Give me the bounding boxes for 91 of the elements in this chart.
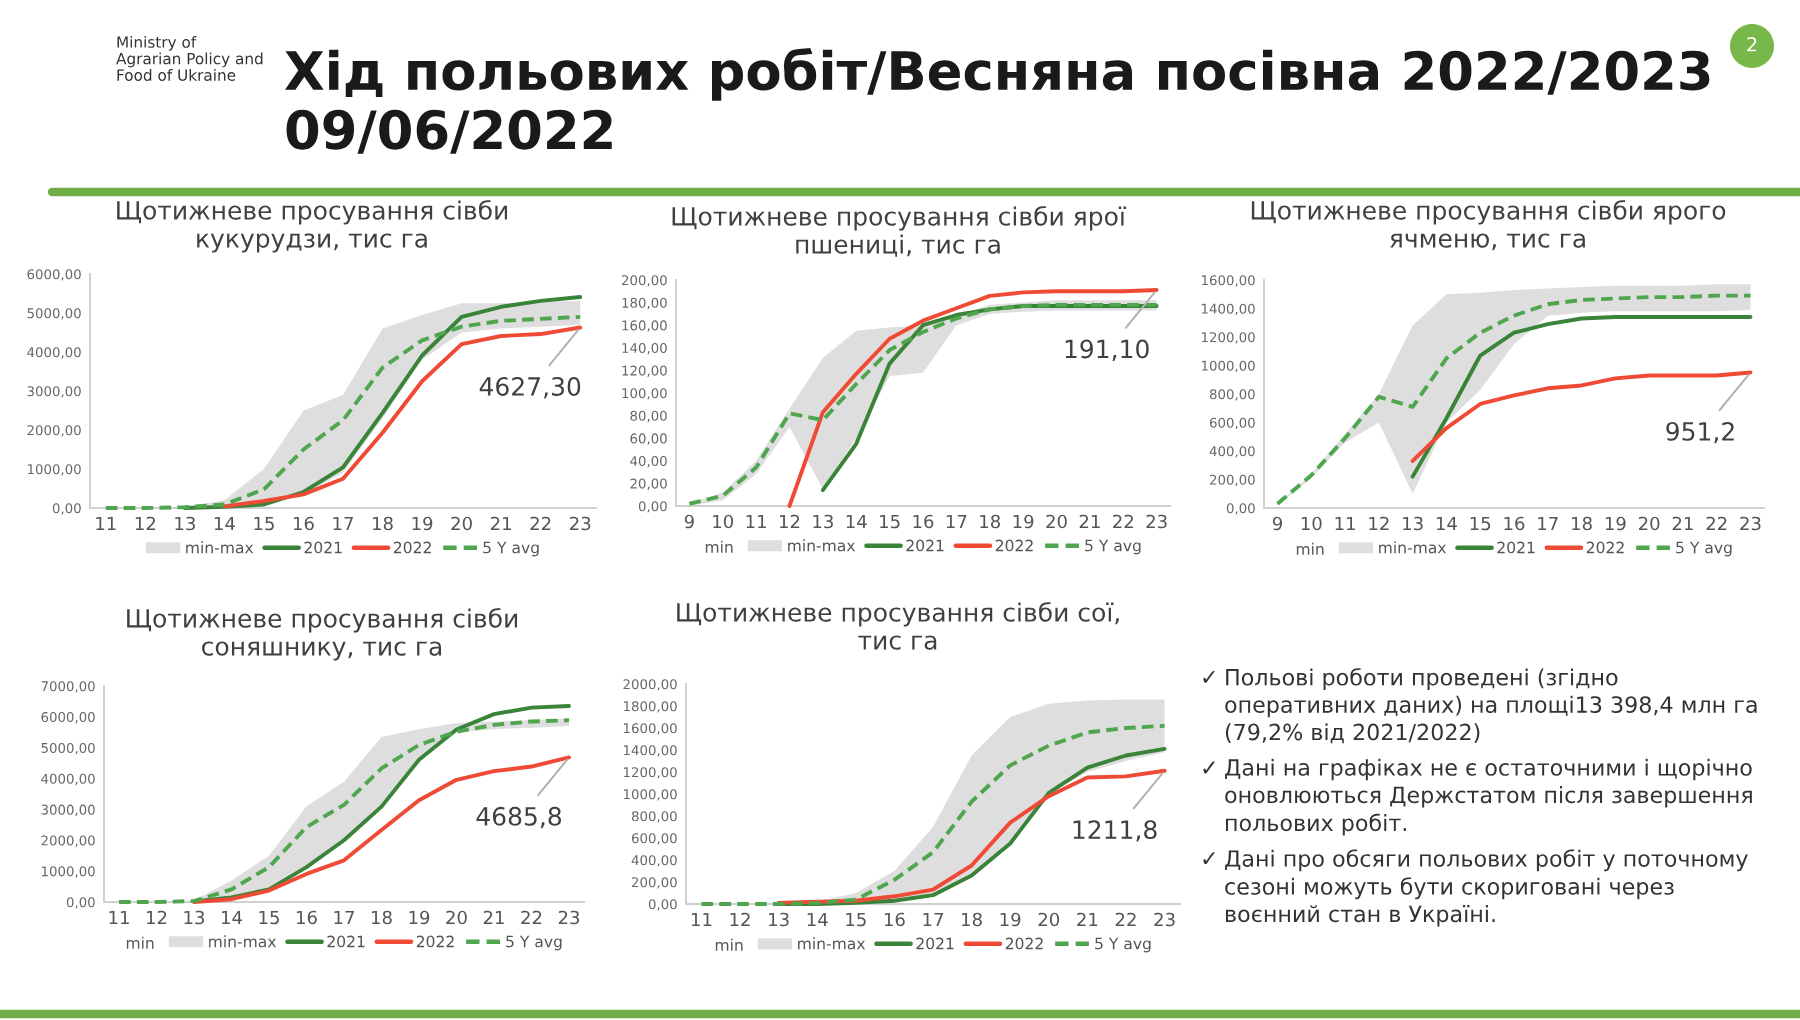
- x-tick-label: 11: [1335, 516, 1355, 531]
- x-tick-label: 23: [1740, 516, 1761, 531]
- chart-title: Щотижневе просування сівби ярої пшениці, тис га: [672, 206, 1127, 257]
- x-tick-label: 16: [884, 912, 905, 927]
- text: ✓ Дані про обсяги польових робіт у поточному сезоні можуть бути скориговані через воєнний стан в Україні.: [1203, 849, 1748, 927]
- line-series: [1410, 315, 1753, 479]
- chart-title: Щотижневе просування сівби кукурудзи, тис га: [117, 200, 508, 253]
- x-tick-label: 13: [175, 516, 195, 531]
- x-tick-label: 14: [214, 516, 235, 531]
- x-tick-label: 17: [923, 912, 943, 927]
- x-tick-label: 12: [779, 514, 800, 529]
- x-tick-label: 15: [259, 910, 279, 925]
- data-label: 4627,30: [479, 376, 581, 399]
- x-tick-label: 17: [333, 516, 353, 531]
- data-label: 951,2: [1666, 421, 1734, 444]
- x-tick-label: 13: [769, 912, 789, 927]
- x-tick-label: 18: [980, 514, 1001, 529]
- x-tick-label: 21: [483, 910, 504, 925]
- x-tick-label: 23: [1154, 912, 1175, 927]
- x-tick-label: 14: [846, 514, 867, 529]
- x-tick-label: 23: [1146, 514, 1167, 529]
- x-tick-label: 20: [1038, 912, 1060, 927]
- x-tick-label: 21: [1077, 912, 1098, 927]
- x-tick-label: 9: [684, 514, 694, 529]
- text: Хід польових робіт/Весняна посівна 2022/2023 09/06/2022: [285, 48, 1710, 154]
- x-tick-label: 14: [807, 912, 828, 927]
- x-tick-label: 13: [184, 910, 205, 925]
- x-tick-label: 14: [1436, 516, 1457, 531]
- x-tick-label: 22: [1115, 912, 1136, 927]
- x-tick-label: 19: [1000, 912, 1021, 927]
- x-tick-label: 13: [813, 514, 833, 529]
- line-series: [192, 755, 571, 904]
- x-tick-label: 16: [293, 516, 314, 531]
- line-series: [222, 325, 583, 509]
- text: ✓ Польові роботи проведені (згідно оперативних даних) на площі13 398,4 млн га (79,2% від 2021/2022): [1203, 668, 1757, 744]
- x-tick-label: 11: [691, 912, 712, 927]
- x-tick-label: 12: [147, 910, 167, 925]
- x-tick-label: 14: [222, 910, 242, 925]
- x-tick-label: 22: [521, 910, 542, 925]
- x-tick-label: 13: [1403, 516, 1423, 531]
- x-tick-label: 17: [1538, 516, 1558, 531]
- x-tick-label: 21: [490, 516, 511, 531]
- x-tick-label: 19: [409, 910, 430, 925]
- x-tick-label: 11: [96, 516, 116, 531]
- x-tick-label: 16: [913, 514, 934, 529]
- x-tick-label: 22: [1706, 516, 1727, 531]
- x-tick-label: 18: [1572, 516, 1592, 531]
- x-tick-label: 20: [1638, 516, 1660, 531]
- x-tick-label: 12: [730, 912, 750, 927]
- x-tick-label: 15: [254, 516, 274, 531]
- text: 2: [1747, 36, 1757, 52]
- x-tick-label: 21: [1079, 514, 1100, 529]
- data-label: 191,10: [1065, 339, 1149, 361]
- x-tick-label: 16: [297, 910, 317, 925]
- x-tick-label: 18: [372, 910, 392, 925]
- chart-title: Щотижневе просування сівби соняшнику, тис га: [127, 608, 518, 661]
- x-tick-label: 19: [1013, 514, 1034, 529]
- data-label: 1211,8: [1073, 820, 1157, 842]
- x-tick-label: 16: [1504, 516, 1525, 531]
- x-tick-label: 23: [558, 910, 580, 925]
- line-series: [182, 295, 583, 510]
- data-label: 4685,8: [476, 806, 562, 829]
- x-tick-label: 19: [412, 516, 433, 531]
- x-tick-label: 15: [880, 514, 900, 529]
- x-tick-label: 15: [1470, 516, 1491, 531]
- line-series: [820, 304, 1159, 493]
- x-tick-label: 11: [109, 910, 129, 925]
- text: ✓ Дані на графіках не є остаточними і щорічно оновлюються Держстатом після завершення польових робіт.: [1203, 758, 1752, 836]
- x-tick-label: 18: [962, 912, 982, 927]
- line-series: [1410, 370, 1753, 463]
- x-tick-label: 12: [1369, 516, 1389, 531]
- x-tick-label: 17: [946, 514, 967, 529]
- x-tick-label: 20: [446, 910, 467, 925]
- x-tick-label: 19: [1605, 516, 1626, 531]
- x-tick-label: 21: [1672, 516, 1693, 531]
- x-tick-label: 20: [1046, 514, 1067, 529]
- x-tick-label: 17: [334, 910, 354, 925]
- x-tick-label: 9: [1272, 516, 1282, 531]
- x-tick-label: 20: [451, 516, 472, 531]
- line-series: [787, 288, 1159, 508]
- x-tick-label: 23: [570, 516, 591, 531]
- x-tick-label: 10: [713, 514, 734, 529]
- chart-title: Щотижневе просування сівби сої, тис га: [677, 602, 1119, 650]
- x-tick-label: 18: [373, 516, 393, 531]
- x-tick-label: 22: [1113, 514, 1133, 529]
- chart-title: Щотижневе просування сівби ярого ячменю, тис га: [1251, 200, 1726, 251]
- x-tick-label: 10: [1301, 516, 1322, 531]
- x-tick-label: 12: [135, 516, 156, 531]
- x-tick-label: 11: [746, 514, 766, 529]
- x-tick-label: 22: [530, 516, 551, 531]
- x-tick-label: 15: [846, 912, 866, 927]
